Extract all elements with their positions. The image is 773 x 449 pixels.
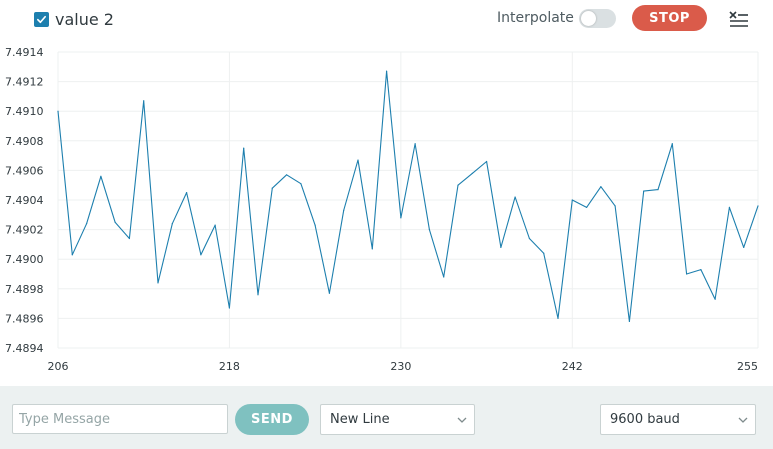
x-tick-label: 206 [48, 360, 69, 373]
data-point [71, 254, 73, 256]
x-tick-label: 242 [562, 360, 583, 373]
interpolate-label: Interpolate [497, 10, 574, 26]
data-point [600, 186, 602, 188]
data-point [643, 190, 645, 192]
data-point [57, 110, 59, 112]
line-ending-select[interactable]: New Line [320, 404, 475, 435]
data-point [471, 172, 473, 174]
y-tick-label: 7.4912 [5, 76, 44, 89]
y-tick-label: 7.4906 [5, 164, 44, 177]
y-tick-label: 7.4900 [5, 253, 44, 266]
data-point [585, 206, 588, 208]
x-tick-label: 255 [737, 360, 758, 373]
data-point [671, 143, 673, 145]
y-tick-label: 7.4896 [5, 312, 44, 325]
data-point [228, 307, 231, 309]
data-point [514, 196, 516, 198]
data-point [443, 276, 445, 278]
data-point [171, 223, 173, 225]
data-point [85, 223, 88, 225]
toggle-knob [581, 11, 596, 26]
y-tick-label: 7.4908 [5, 135, 44, 148]
data-point [128, 237, 131, 240]
data-point [614, 205, 616, 207]
data-point [300, 183, 302, 185]
data-point [328, 292, 331, 294]
data-point [485, 160, 488, 163]
clear-list-icon[interactable] [728, 8, 750, 28]
series-checkbox[interactable] [34, 11, 49, 27]
data-point [271, 187, 273, 189]
serial-input-bar: SEND New Line 9600 baud [0, 386, 773, 449]
data-point [243, 147, 245, 149]
data-point [757, 205, 759, 207]
data-point [157, 282, 159, 284]
x-tick-label: 218 [219, 360, 240, 373]
stop-button[interactable]: STOP [632, 5, 707, 31]
data-point [428, 229, 431, 231]
data-point [700, 268, 702, 271]
series-toggle[interactable]: value 2 [34, 9, 114, 29]
data-point [500, 246, 502, 248]
data-point [743, 246, 745, 248]
x-tick-label: 230 [390, 360, 411, 373]
data-point [385, 70, 388, 72]
data-point [571, 199, 573, 201]
data-point [114, 221, 116, 223]
data-point [343, 209, 345, 211]
y-tick-label: 7.4910 [5, 105, 44, 118]
data-point [628, 320, 631, 322]
data-point [685, 273, 688, 275]
series-line-value-2 [57, 70, 759, 322]
data-point [400, 217, 402, 219]
send-button[interactable]: SEND [235, 404, 309, 435]
chevron-down-icon [457, 417, 467, 423]
data-point [557, 317, 559, 319]
series-label: value 2 [55, 9, 114, 29]
message-input[interactable] [12, 404, 228, 434]
y-tick-label: 7.4914 [5, 46, 44, 59]
data-point [185, 192, 188, 194]
y-tick-label: 7.4894 [5, 342, 44, 355]
data-point [200, 254, 202, 256]
data-point [357, 159, 359, 161]
interpolate-toggle[interactable] [579, 9, 616, 28]
serial-plotter-chart: 7.4914 7.4912 7.4910 7.4908 7.4906 7.4904 7.49… [0, 38, 773, 386]
y-tick-label: 7.4904 [5, 194, 44, 207]
data-point [100, 175, 102, 177]
data-point [543, 252, 545, 254]
data-point [371, 248, 373, 250]
data-point [257, 294, 259, 296]
y-tick-label: 7.4902 [5, 224, 44, 237]
data-point [714, 298, 716, 300]
line-chart: 7.4914 7.4912 7.4910 7.4908 7.4906 7.4904 7.49… [5, 46, 759, 373]
data-point [285, 174, 288, 176]
baud-rate-value: 9600 baud [610, 412, 680, 427]
line-ending-value: New Line [330, 412, 390, 427]
data-point [657, 189, 659, 191]
y-tick-label: 7.4898 [5, 283, 44, 296]
baud-rate-select[interactable]: 9600 baud [600, 404, 756, 435]
data-point [414, 143, 416, 145]
data-point [214, 224, 216, 226]
plotter-toolbar: value 2 Interpolate STOP [0, 0, 773, 38]
data-point [457, 184, 459, 186]
data-point [314, 224, 316, 226]
data-point [143, 100, 145, 102]
data-point [728, 206, 731, 208]
checkmark-icon [37, 15, 46, 23]
data-point [528, 237, 531, 240]
chevron-down-icon [738, 417, 748, 423]
